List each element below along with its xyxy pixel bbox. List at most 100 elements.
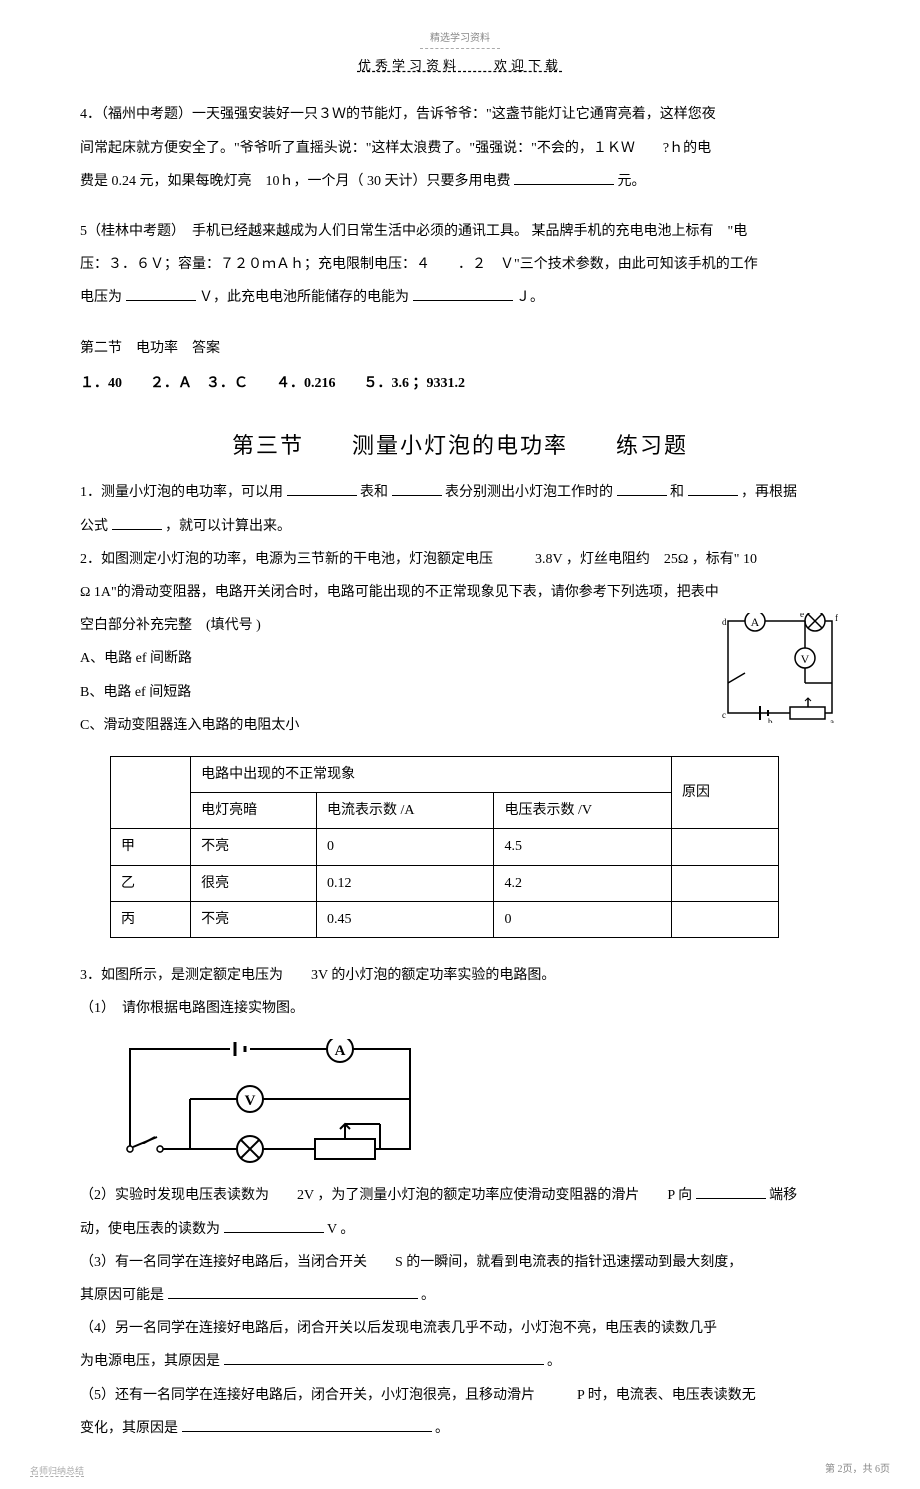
svg-text:V: V (801, 652, 810, 666)
cell: 0.45 (317, 901, 494, 937)
th-current: 电流表示数 /A (317, 793, 494, 829)
q5-text-b2: Ｖ，此充电电池所能储存的电能为 (199, 290, 409, 305)
cell: 乙 (111, 865, 191, 901)
s3q1-blank5 (112, 514, 162, 530)
q4-blank (514, 169, 614, 185)
s3q1-a: 1．测量小灯泡的电功率，可以用 (80, 485, 283, 500)
s3q3-blank3 (168, 1283, 418, 1299)
question-4-line1: 4．（福州中考题）一天强强安装好一只３Ｗ的节能灯，告诉爷爷："这盏节能灯让它通宵… (80, 102, 840, 127)
section-3-title: 第三节 测量小灯泡的电功率 练习题 (80, 426, 840, 466)
s3-q1-line2: 公式 ，就可以计算出来。 (80, 514, 840, 539)
s3-q3-sub5a: （5）还有一名同学在连接好电路后，闭合开关，小灯泡很亮，且移动滑片 P 时，电流… (80, 1383, 840, 1408)
s3-q3-sub4b: 为电源电压，其原因是 。 (80, 1349, 840, 1374)
s3-q3-sub3a: （3）有一名同学在连接好电路后，当闭合开关 S 的一瞬间，就看到电流表的指针迅速… (80, 1250, 840, 1275)
svg-text:e: e (800, 613, 804, 619)
table-row: 甲 不亮 0 4.5 (111, 829, 779, 865)
s3q3-4b: 为电源电压，其原因是 (80, 1354, 220, 1369)
s3q1-blank1 (287, 480, 357, 496)
s3q3-3b: 其原因可能是 (80, 1288, 164, 1303)
abnormal-table: 电路中出现的不正常现象 原因 电灯亮暗 电流表示数 /A 电压表示数 /V 甲 … (110, 756, 779, 938)
s3q1-c: 表分别测出小灯泡工作时的 (445, 485, 613, 500)
s3-q3-sub1: （1） 请你根据电路图连接实物图。 (80, 996, 840, 1021)
question-5-line1: 5（桂林中考题） 手机已经越来越成为人们日常生活中必须的通讯工具。 某品牌手机的… (80, 219, 840, 244)
footer-right: 第 2页，共 6页 (825, 1461, 890, 1479)
s3q1-b: 表和 (360, 485, 388, 500)
svg-text:A: A (335, 1043, 346, 1059)
question-5-line2: 压：３．６Ｖ；容量：７２０ｍＡｈ；充电限制电压：４ ．２ Ｖ"三个技术参数，由此… (80, 252, 840, 277)
cell (671, 829, 778, 865)
table-row: 丙 不亮 0.45 0 (111, 901, 779, 937)
top-watermark: 精选学习资料 (420, 30, 500, 49)
th-voltage: 电压表示数 /V (494, 793, 671, 829)
s3q3-2c: 动，使电压表的读数为 (80, 1222, 220, 1237)
s3q3-blank2 (224, 1217, 324, 1233)
s3-q3-sub2: （2）实验时发现电压表读数为 2V ，为了测量小灯泡的额定功率应使滑动变阻器的滑… (80, 1183, 840, 1208)
q5-blank1 (126, 285, 196, 301)
q5-text-b: 某品牌手机的充电电池上标有 "电 (532, 224, 748, 239)
svg-text:d: d (722, 617, 727, 627)
th-reason-top: 原因 (671, 756, 778, 828)
cell: 很亮 (191, 865, 317, 901)
cell: 不亮 (191, 901, 317, 937)
s3q1-blank4 (688, 480, 738, 496)
s3q3-2b: 端移 (769, 1188, 797, 1203)
s3q1-d: 和 (670, 485, 684, 500)
q4-text-a: 费是 0.24 元，如果每晚灯亮 10ｈ，一个月（ 30 天计）只要多用电费 (80, 174, 511, 189)
cell: 丙 (111, 901, 191, 937)
s3q1-blank3 (617, 480, 667, 496)
th-blank (111, 756, 191, 828)
cell: 0 (494, 901, 671, 937)
cell: 0 (317, 829, 494, 865)
svg-text:c: c (722, 710, 726, 720)
s3q1-blank2 (392, 480, 442, 496)
cell: 甲 (111, 829, 191, 865)
table-header-row: 电路中出现的不正常现象 原因 (111, 756, 779, 792)
s3-q1: 1．测量小灯泡的电功率，可以用 表和 表分别测出小灯泡工作时的 和 ，再根据 (80, 480, 840, 505)
s3q3-blank5 (182, 1416, 432, 1432)
s3-q3-sub2b: 动，使电压表的读数为 V 。 (80, 1217, 840, 1242)
s3q3-5c: 。 (435, 1421, 449, 1436)
question-5-line3: 电压为 Ｖ，此充电电池所能储存的电能为 Ｊ。 (80, 285, 840, 310)
q4-text-b: 元。 (618, 174, 646, 189)
cell: 4.5 (494, 829, 671, 865)
svg-text:f: f (835, 613, 838, 623)
cell (671, 901, 778, 937)
s3q3-4c: 。 (547, 1354, 561, 1369)
s3-q2-line2: Ω 1A"的滑动变阻器，电路开关闭合时，电路可能出现的不正常现象见下表，请你参考… (80, 580, 840, 605)
circuit-diagram-main: A V (120, 1039, 420, 1164)
svg-text:b: b (768, 717, 773, 723)
s3-q2-line1: 2．如图测定小灯泡的功率，电源为三节新的干电池，灯泡额定电压 3.8V ，灯丝电… (80, 547, 840, 572)
s3-q3-sub4a: （4）另一名同学在连接好电路后，闭合开关以后发现电流表几乎不动，小灯泡不亮，电压… (80, 1316, 840, 1341)
page-header: 优秀学习资料 欢迎下载 (80, 54, 840, 77)
s3-q3-sub3b: 其原因可能是 。 (80, 1283, 840, 1308)
answer-title: 第二节 电功率 答案 (80, 336, 840, 361)
s3q1-f: 公式 (80, 519, 108, 534)
cell: 4.2 (494, 865, 671, 901)
svg-text:a: a (830, 717, 834, 723)
s3q3-blank1 (696, 1183, 766, 1199)
s3q1-e: ，再根据 (741, 485, 797, 500)
q5-blank2 (413, 285, 513, 301)
cell: 0.12 (317, 865, 494, 901)
answer-content: １．40 ２．Ａ ３．Ｃ ４．0.216 ５．3.6 ；9331.2 (80, 371, 840, 396)
q5-text-c2: Ｊ。 (516, 290, 544, 305)
q5-text-a: 5（桂林中考题） 手机已经越来越成为人们日常生活中必须的通讯工具。 (80, 224, 528, 239)
s3q3-5b: 变化，其原因是 (80, 1421, 178, 1436)
s3q1-g: ，就可以计算出来。 (165, 519, 291, 534)
q5-text-a2: 电压为 (80, 290, 122, 305)
table-row: 乙 很亮 0.12 4.2 (111, 865, 779, 901)
th-bright: 电灯亮暗 (191, 793, 317, 829)
question-4-line2: 间常起床就方便安全了。"爷爷听了直摇头说："这样太浪费了。"强强说："不会的，１… (80, 136, 840, 161)
s3q3-2a: （2）实验时发现电压表读数为 2V ，为了测量小灯泡的额定功率应使滑动变阻器的滑… (80, 1188, 692, 1203)
s3-q3-line1: 3．如图所示，是测定额定电压为 3V 的小灯泡的额定功率实验的电路图。 (80, 963, 840, 988)
s3q3-2d: V 。 (327, 1222, 354, 1237)
cell (671, 865, 778, 901)
svg-text:V: V (245, 1093, 256, 1109)
circuit-diagram-right: A V d e f c b a (720, 613, 840, 723)
s3q3-blank4 (224, 1349, 544, 1365)
footer-left: 名师归纳总结 (30, 1463, 84, 1479)
th-main: 电路中出现的不正常现象 (191, 756, 672, 792)
s3-q3-sub5b: 变化，其原因是 。 (80, 1416, 840, 1441)
cell: 不亮 (191, 829, 317, 865)
svg-text:A: A (751, 615, 760, 629)
